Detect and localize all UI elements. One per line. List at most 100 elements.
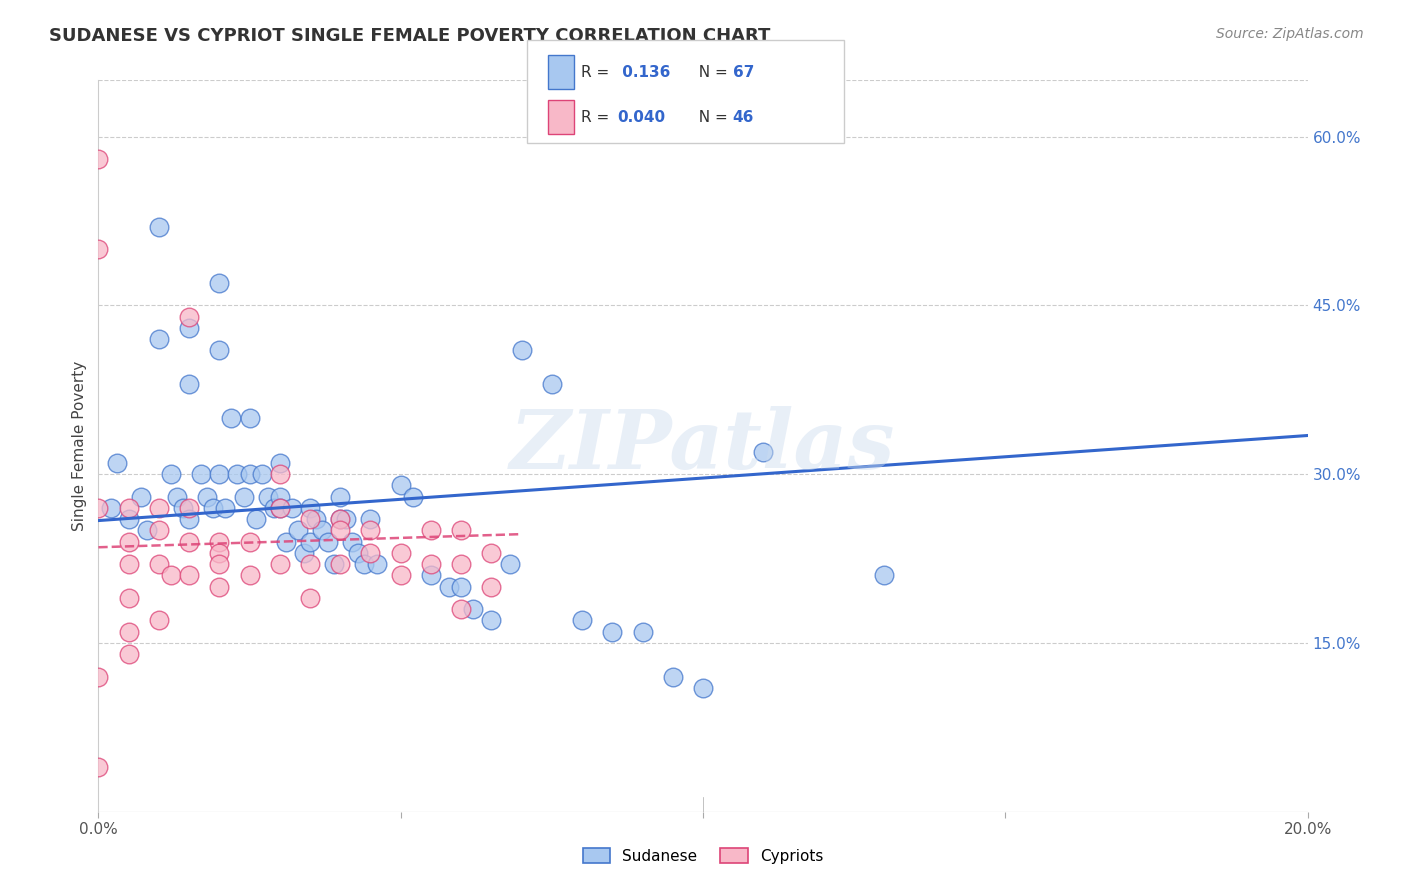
Point <box>129 490 152 504</box>
Point <box>118 624 141 639</box>
Text: ZIPatlas: ZIPatlas <box>510 406 896 486</box>
Point <box>208 557 231 571</box>
Point <box>661 670 683 684</box>
Point <box>389 478 412 492</box>
Point <box>239 534 262 549</box>
Point <box>752 444 775 458</box>
Point <box>420 524 443 538</box>
Point <box>148 500 170 515</box>
Point <box>118 512 141 526</box>
Point <box>87 500 110 515</box>
Point <box>239 410 262 425</box>
Point <box>299 591 322 605</box>
Point <box>450 602 472 616</box>
Point <box>389 568 412 582</box>
Text: 0.040: 0.040 <box>617 110 665 125</box>
Point <box>498 557 520 571</box>
Point <box>208 580 231 594</box>
Point <box>269 500 291 515</box>
Point <box>179 377 201 392</box>
Text: 0.136: 0.136 <box>617 65 671 80</box>
Point <box>299 557 322 571</box>
Point <box>481 546 503 560</box>
Point <box>87 760 110 774</box>
Text: Source: ZipAtlas.com: Source: ZipAtlas.com <box>1216 27 1364 41</box>
Point <box>214 500 236 515</box>
Point <box>481 580 503 594</box>
Point <box>323 557 346 571</box>
Point <box>292 546 315 560</box>
Point <box>389 546 412 560</box>
Text: 67: 67 <box>733 65 754 80</box>
Point <box>232 490 254 504</box>
Point <box>239 568 262 582</box>
Point <box>540 377 562 392</box>
Point <box>311 524 333 538</box>
Point <box>179 310 201 324</box>
Point <box>148 219 170 234</box>
Point <box>463 602 485 616</box>
Point <box>692 681 714 695</box>
Point <box>87 242 110 256</box>
Point <box>256 490 278 504</box>
Point <box>329 512 352 526</box>
Point <box>87 670 110 684</box>
Point <box>353 557 375 571</box>
Text: N =: N = <box>689 65 733 80</box>
Point <box>148 557 170 571</box>
Point <box>269 500 291 515</box>
Point <box>160 467 183 482</box>
Point <box>571 614 593 628</box>
Point <box>402 490 425 504</box>
Point <box>274 534 297 549</box>
Point <box>269 456 291 470</box>
Text: SUDANESE VS CYPRIOT SINGLE FEMALE POVERTY CORRELATION CHART: SUDANESE VS CYPRIOT SINGLE FEMALE POVERT… <box>49 27 770 45</box>
Point <box>118 534 141 549</box>
Point <box>118 557 141 571</box>
Point <box>299 512 322 526</box>
Point <box>135 524 157 538</box>
Point <box>602 624 624 639</box>
Point <box>195 490 218 504</box>
Point <box>281 500 304 515</box>
Point <box>208 343 231 358</box>
Point <box>450 580 472 594</box>
Point <box>631 624 654 639</box>
Text: R =: R = <box>581 65 614 80</box>
Point <box>347 546 370 560</box>
Point <box>179 568 201 582</box>
Point <box>287 524 309 538</box>
Point <box>329 524 352 538</box>
Point <box>202 500 225 515</box>
Point <box>148 332 170 346</box>
Point <box>510 343 533 358</box>
Point <box>481 614 503 628</box>
Point <box>316 534 339 549</box>
Point <box>329 490 352 504</box>
Point <box>263 500 285 515</box>
Point <box>118 647 141 661</box>
Point <box>360 524 382 538</box>
Point <box>437 580 460 594</box>
Point <box>420 568 443 582</box>
Point <box>160 568 183 582</box>
Text: 46: 46 <box>733 110 754 125</box>
Point <box>360 512 382 526</box>
Point <box>450 557 472 571</box>
Point <box>118 500 141 515</box>
Point <box>239 467 262 482</box>
Point <box>148 614 170 628</box>
Point <box>105 456 128 470</box>
Point <box>179 512 201 526</box>
Point <box>100 500 122 515</box>
Point <box>873 568 896 582</box>
Point <box>179 534 201 549</box>
Point <box>360 546 382 560</box>
Point <box>299 500 322 515</box>
Point <box>87 152 110 166</box>
Point <box>226 467 249 482</box>
Legend: Sudanese, Cypriots: Sudanese, Cypriots <box>576 842 830 870</box>
Point <box>208 276 231 290</box>
Point <box>269 490 291 504</box>
Point <box>172 500 194 515</box>
